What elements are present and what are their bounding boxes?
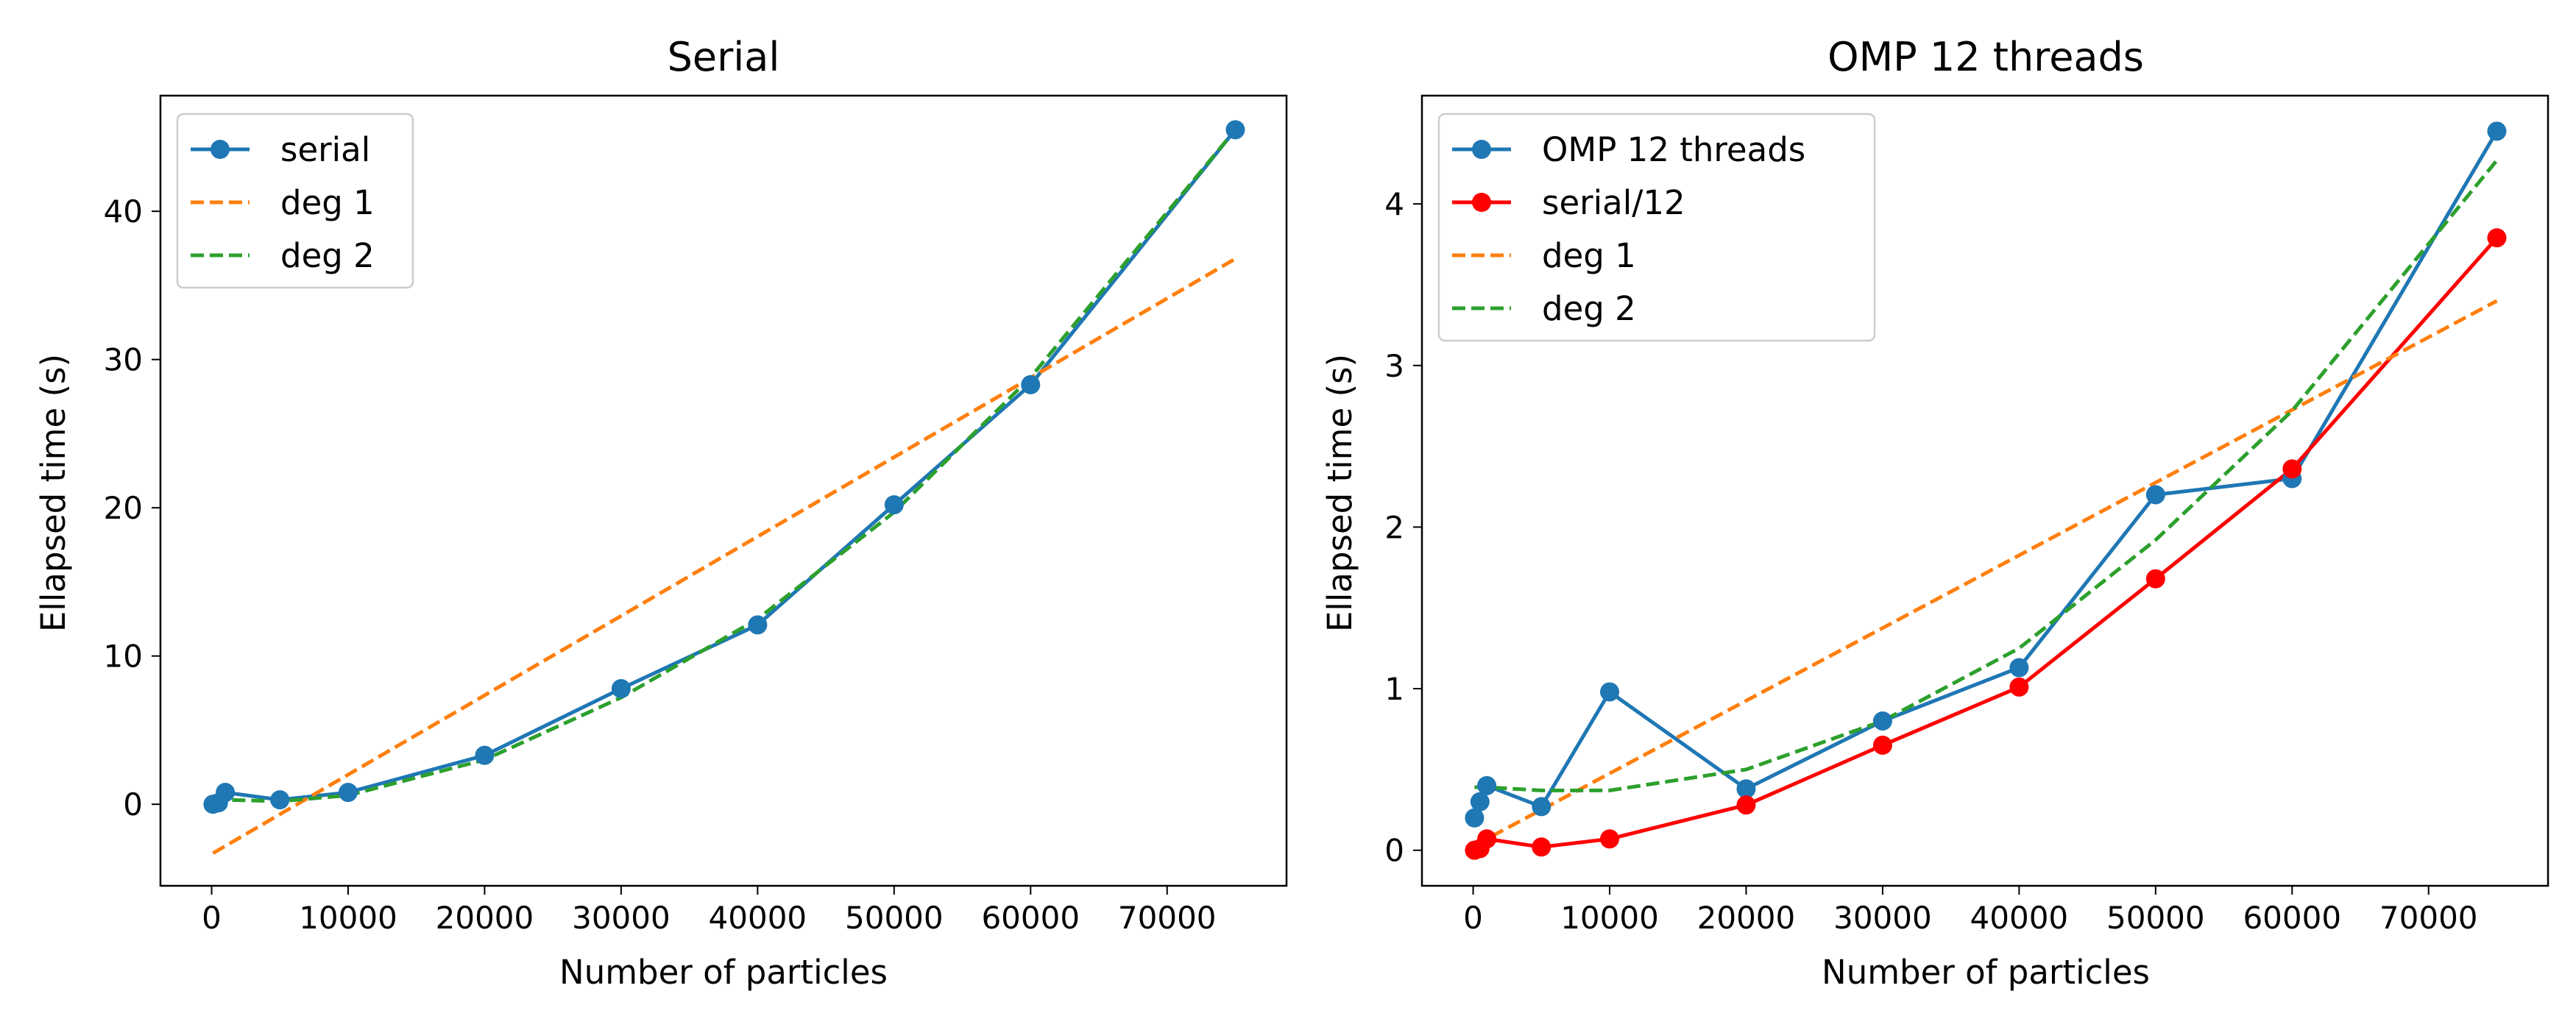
serial-x-tick-label: 0 xyxy=(202,900,222,936)
serial-y-tick-label: 20 xyxy=(104,490,143,526)
omp-data-point-omp-12-threads xyxy=(1872,711,1892,731)
omp-data-point-serial-12 xyxy=(2282,459,2302,479)
serial-plot-area: 0 10000 20000 30000 40000 50000 60000 70000 0 10 2… xyxy=(104,94,1288,936)
serial-legend-label: deg 2 xyxy=(280,236,375,275)
serial-legend-label: serial xyxy=(280,130,370,169)
omp-plot-area: 0 10000 20000 30000 40000 50000 60000 70000 0 1 2 3… xyxy=(1384,94,2550,936)
serial-data-point-serial xyxy=(216,783,236,803)
serial-axes-frame xyxy=(159,94,1288,887)
serial-data-point-serial xyxy=(1021,374,1041,394)
omp-y-axis-label: Ellapsed time (s) xyxy=(1320,354,1359,632)
omp-x-tick-label: 60000 xyxy=(2243,900,2341,936)
omp-x-tick-label: 70000 xyxy=(2379,900,2478,936)
serial-x-tick-label: 40000 xyxy=(709,900,807,936)
omp-data-point-omp-12-threads xyxy=(1736,779,1756,799)
serial-data-point-serial xyxy=(748,615,768,635)
serial-legend-label: deg 1 xyxy=(280,183,375,222)
serial-y-axis-label: Ellapsed time (s) xyxy=(34,354,73,632)
serial-x-tick-label: 10000 xyxy=(299,900,397,936)
serial-x-tick-label: 20000 xyxy=(436,900,534,936)
omp-y-tick-label: 0 xyxy=(1384,833,1404,869)
omp-data-point-omp-12-threads xyxy=(1470,792,1490,811)
omp-data-point-omp-12-threads xyxy=(1532,797,1551,817)
serial-data-point-serial xyxy=(884,495,904,515)
omp-legend-label: deg 1 xyxy=(1542,236,1636,275)
omp-legend-label: serial/12 xyxy=(1542,183,1685,222)
serial-series-group xyxy=(203,120,1245,855)
omp-y-tick-label: 3 xyxy=(1384,348,1404,384)
serial-series-line-deg-1 xyxy=(212,257,1236,855)
panel-serial: Serial 0 10000 20000 30000 40000 50000 60000 70… xyxy=(34,34,1288,992)
serial-y-tick-label: 30 xyxy=(104,342,143,378)
omp-x-axis-label: Number of particles xyxy=(1822,953,2150,992)
serial-data-point-serial xyxy=(270,790,290,810)
omp-data-point-omp-12-threads xyxy=(1465,808,1485,828)
omp-data-point-serial-12 xyxy=(1477,829,1497,849)
omp-y-tick-label: 1 xyxy=(1384,671,1404,707)
omp-series-group xyxy=(1465,121,2507,860)
panel-omp: OMP 12 threads 0 10000 20000 30000 40000 5000… xyxy=(1320,34,2550,992)
omp-x-tick-label: 0 xyxy=(1463,900,1483,936)
serial-legend: serial deg 1 deg 2 xyxy=(176,113,414,289)
serial-x-tick-label: 70000 xyxy=(1118,900,1217,936)
omp-data-point-serial-12 xyxy=(2487,228,2507,248)
serial-x-axis-label: Number of particles xyxy=(559,953,888,992)
serial-y-tick-label: 0 xyxy=(123,786,143,823)
omp-y-tick-label: 4 xyxy=(1384,186,1404,222)
omp-data-point-omp-12-threads xyxy=(1477,775,1497,795)
serial-y-tick-label: 40 xyxy=(104,193,143,230)
serial-y-tick-label: 10 xyxy=(104,639,143,675)
serial-data-point-serial xyxy=(339,783,358,803)
omp-x-tick-label: 20000 xyxy=(1697,900,1796,936)
serial-data-point-serial xyxy=(1225,120,1245,140)
omp-series-line-deg-1 xyxy=(1473,299,2498,848)
omp-data-point-serial-12 xyxy=(1736,795,1756,815)
serial-chart-title: Serial xyxy=(668,34,780,80)
serial-x-tick-label: 50000 xyxy=(845,900,944,936)
omp-legend-marker-serial-12 xyxy=(1472,193,1491,212)
omp-x-tick-label: 30000 xyxy=(1833,900,1932,936)
omp-legend-label: deg 2 xyxy=(1542,289,1636,328)
omp-data-point-omp-12-threads xyxy=(2145,485,2165,505)
omp-chart-title: OMP 12 threads xyxy=(1827,34,2144,80)
omp-legend-label: OMP 12 threads xyxy=(1542,130,1805,169)
omp-data-point-serial-12 xyxy=(1600,829,1619,849)
serial-legend-marker-serial xyxy=(210,140,230,159)
serial-data-point-serial xyxy=(611,679,631,699)
omp-legend-marker-omp-12-threads xyxy=(1472,140,1491,159)
omp-data-point-omp-12-threads xyxy=(1600,682,1619,702)
omp-data-point-serial-12 xyxy=(2009,677,2029,697)
omp-data-point-serial-12 xyxy=(1532,837,1551,857)
omp-data-point-serial-12 xyxy=(2145,569,2165,589)
omp-legend: OMP 12 threads serial/12 deg 1 deg 2 xyxy=(1437,113,1876,342)
serial-legend-box xyxy=(176,113,414,289)
omp-x-tick-label: 50000 xyxy=(2106,900,2205,936)
omp-axes-frame xyxy=(1420,94,2550,887)
serial-data-point-serial xyxy=(475,745,495,765)
serial-x-tick-label: 30000 xyxy=(572,900,670,936)
omp-legend-box xyxy=(1437,113,1876,342)
omp-y-tick-label: 2 xyxy=(1384,509,1404,545)
omp-data-point-serial-12 xyxy=(1872,735,1892,755)
omp-data-point-omp-12-threads xyxy=(2487,121,2507,141)
omp-data-point-omp-12-threads xyxy=(2009,658,2029,678)
omp-x-tick-label: 10000 xyxy=(1560,900,1659,936)
omp-x-tick-label: 40000 xyxy=(1970,900,2069,936)
serial-x-tick-label: 60000 xyxy=(981,900,1080,936)
